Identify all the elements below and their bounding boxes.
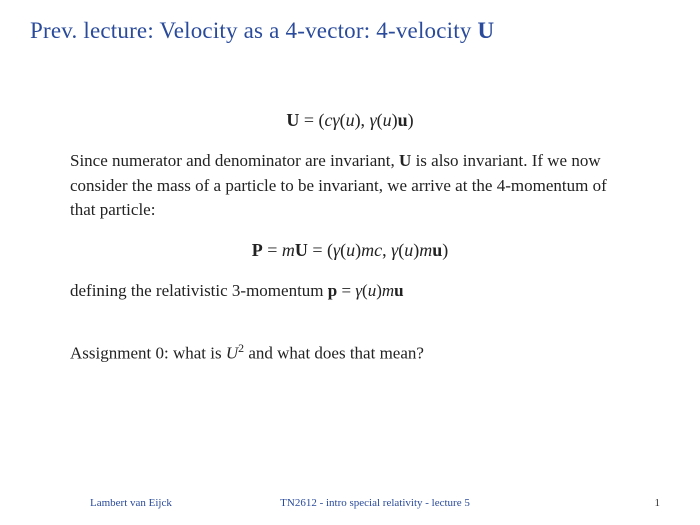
p3-d: and what does that mean?: [244, 343, 424, 362]
p2-a: defining the relativistic 3-momentum: [70, 281, 328, 300]
paragraph-invariant: Since numerator and denominator are inva…: [70, 149, 630, 223]
eq2-U: U: [295, 240, 308, 260]
footer: Lambert van Eijck TN2612 - intro special…: [0, 497, 700, 509]
eq2-t: = (: [308, 240, 333, 260]
p2-uvec: u: [394, 281, 403, 300]
p3-U: U: [226, 343, 238, 362]
eq1-U: U: [286, 110, 299, 130]
title-bold-u: U: [477, 18, 494, 43]
slide-title: Prev. lecture: Velocity as a 4-vector: 4…: [30, 18, 670, 44]
footer-course: TN2612 - intro special relativity - lect…: [233, 497, 518, 509]
eq1-u: u: [346, 110, 355, 130]
eq2-P: P: [252, 240, 263, 260]
p2-m: m: [382, 281, 394, 300]
eq2-u: u: [346, 240, 355, 260]
equation-4velocity: U = (cγ(u), γ(u)u): [70, 107, 630, 133]
p3-a: Assignment 0: what is: [70, 343, 226, 362]
eq2-t: =: [263, 240, 282, 260]
footer-author: Lambert van Eijck: [30, 497, 233, 509]
p2-u: u: [368, 281, 377, 300]
eq2-m2: m: [419, 240, 432, 260]
eq1-gamma: γ: [370, 110, 377, 130]
paragraph-3momentum: defining the relativistic 3-momentum p =…: [70, 279, 630, 304]
p2-eq: =: [337, 281, 355, 300]
footer-page: 1: [518, 497, 671, 509]
slide-content: U = (cγ(u), γ(u)u) Since numerator and d…: [30, 99, 670, 380]
eq2-t: ,: [382, 240, 391, 260]
p2-p: p: [328, 281, 337, 300]
eq1-cgamma: cγ: [324, 110, 339, 130]
eq2-mc: mc: [361, 240, 382, 260]
p1-U: U: [399, 151, 411, 170]
equation-4momentum: P = mU = (γ(u)mc, γ(u)mu): [70, 237, 630, 263]
p1-a: Since numerator and denominator are inva…: [70, 151, 399, 170]
eq1-t: ): [408, 110, 414, 130]
slide: Prev. lecture: Velocity as a 4-vector: 4…: [0, 0, 700, 525]
eq1-t: = (: [299, 110, 324, 130]
eq1-u2: u: [383, 110, 392, 130]
eq2-u2: u: [404, 240, 413, 260]
paragraph-assignment: Assignment 0: what is U2 and what does t…: [70, 340, 630, 366]
eq2-uvec: u: [432, 240, 442, 260]
eq1-t: ),: [355, 110, 370, 130]
title-text: Prev. lecture: Velocity as a 4-vector: 4…: [30, 18, 477, 43]
eq2-m: m: [282, 240, 295, 260]
eq2-t: ): [442, 240, 448, 260]
eq1-uvec: u: [398, 110, 408, 130]
